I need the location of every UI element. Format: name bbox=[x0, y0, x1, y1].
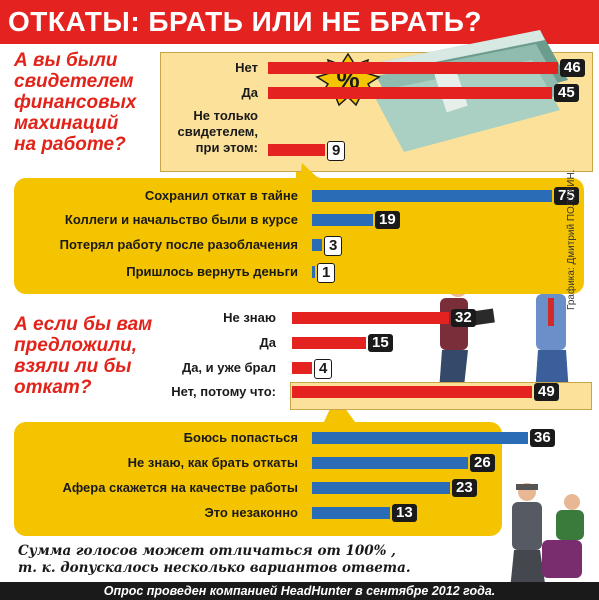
chart1-bar bbox=[268, 87, 552, 99]
chart1-bar bbox=[268, 62, 558, 74]
chart4-bar bbox=[312, 457, 468, 469]
chart1-label: Да bbox=[241, 85, 259, 100]
chart1-value: 45 bbox=[554, 84, 579, 102]
chart2-label: Потерял работу после разоблачения bbox=[59, 237, 298, 252]
chart2-label: Сохранил откат в тайне bbox=[144, 188, 298, 203]
page-title: ОТКАТЫ: БРАТЬ ИЛИ НЕ БРАТЬ? bbox=[8, 6, 482, 37]
chart3-value: 4 bbox=[314, 359, 333, 379]
source-bar bbox=[0, 582, 599, 600]
chart1-label: Не только свидетелем, при этом: bbox=[177, 108, 259, 155]
chart4-bar bbox=[312, 507, 390, 519]
q2-question: А если бы вам предложили, взяли ли бы от… bbox=[14, 314, 153, 398]
chart3-bar bbox=[292, 362, 312, 374]
title-bar bbox=[0, 0, 599, 44]
chart4-label: Боюсь попасться bbox=[183, 430, 298, 445]
speech-pointer-1 bbox=[296, 163, 320, 178]
chart1-label: Нет bbox=[235, 60, 258, 75]
chart3-bar bbox=[292, 337, 366, 349]
chart2-value: 1 bbox=[317, 263, 336, 283]
chart2-bar bbox=[312, 266, 315, 278]
chart1-bar bbox=[268, 144, 325, 156]
q1-question: А вы были свидетелем финансовых махинаци… bbox=[14, 50, 137, 155]
chart4-bar bbox=[312, 432, 528, 444]
chart3-bar bbox=[292, 386, 532, 398]
chart4-label: Это незаконно bbox=[204, 505, 298, 520]
chart4-bar bbox=[312, 482, 450, 494]
chart3-label: Да bbox=[259, 335, 277, 350]
chart4-value: 13 bbox=[392, 504, 417, 522]
footnote: Сумма голосов может отличаться от 100% ,… bbox=[18, 543, 411, 576]
chart2-value: 3 bbox=[324, 236, 343, 256]
chart3-value: 15 bbox=[368, 334, 393, 352]
chart1-value: 9 bbox=[327, 141, 346, 161]
chart4-value: 36 bbox=[530, 429, 555, 447]
chart3-label: Нет, потому что: bbox=[171, 384, 276, 399]
chart2-bar bbox=[312, 239, 322, 251]
chart4-value: 26 bbox=[470, 454, 495, 472]
chart1-value: 46 bbox=[560, 59, 585, 77]
chart3-value: 49 bbox=[534, 383, 559, 401]
credit: Графика: Дмитрий ПОЛУХИН. bbox=[566, 169, 577, 310]
chart2-bar bbox=[312, 214, 373, 226]
chart4-value: 23 bbox=[452, 479, 477, 497]
arrest-icon bbox=[510, 483, 584, 590]
chart3-label: Не знаю bbox=[223, 310, 276, 325]
chart2-value: 75 bbox=[554, 187, 579, 205]
chart3-value: 32 bbox=[451, 309, 476, 327]
chart2-value: 19 bbox=[375, 211, 400, 229]
chart2-label: Пришлось вернуть деньги bbox=[126, 264, 298, 279]
speech-pointer-2 bbox=[322, 396, 358, 426]
source-text: Опрос проведен компанией HeadHunter в се… bbox=[103, 584, 496, 598]
chart2-label: Коллеги и начальство были в курсе bbox=[64, 212, 298, 227]
chart4-label: Не знаю, как брать откаты bbox=[127, 455, 298, 470]
chart3-label: Да, и уже брал bbox=[181, 360, 276, 375]
chart4-label: Афера скажется на качестве работы bbox=[62, 480, 298, 495]
chart3-bar bbox=[292, 312, 449, 324]
chart2-bar bbox=[312, 190, 552, 202]
